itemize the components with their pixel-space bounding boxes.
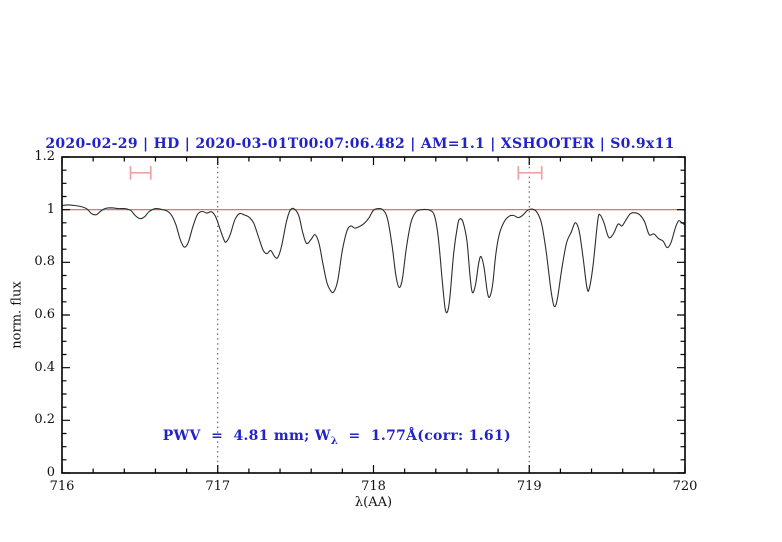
- x-tick-label: 718: [361, 479, 386, 494]
- y-tick-label: 0.8: [34, 254, 55, 270]
- y-tick-label: 0.4: [34, 359, 55, 375]
- line-range-marker: [129, 165, 152, 180]
- y-tick-label: 1: [46, 201, 55, 217]
- y-tick-label: 0.2: [34, 412, 55, 428]
- x-tick-label: 720: [672, 479, 698, 494]
- plot-title: 2020-02-29 | HD | 2020-03-01T00:07:06.48…: [45, 136, 675, 152]
- pwv-annotation-lambda-subscript: λ: [330, 435, 339, 447]
- x-axis-label: λ(AA): [354, 495, 393, 510]
- y-tick-label: 1.2: [34, 149, 55, 165]
- line-range-marker: [517, 165, 543, 180]
- spectrum-line: [61, 204, 686, 314]
- pwv-annotation-suffix: = 1.77Å(corr: 1.61): [338, 428, 511, 444]
- x-tick-label: 717: [205, 479, 231, 494]
- pwv-annotation-prefix: PWV = 4.81 mm; W: [162, 428, 331, 444]
- y-tick-label: 0.6: [34, 307, 55, 323]
- x-tick-label: 719: [516, 479, 542, 494]
- pwv-annotation: PWV = 4.81 mm; Wλ = 1.77Å(corr: 1.61): [142, 412, 511, 460]
- y-tick-label: 0: [46, 465, 55, 481]
- x-tick-label: 716: [49, 479, 75, 494]
- plot-frame: [61, 156, 686, 474]
- axis-ticks: [61, 156, 686, 474]
